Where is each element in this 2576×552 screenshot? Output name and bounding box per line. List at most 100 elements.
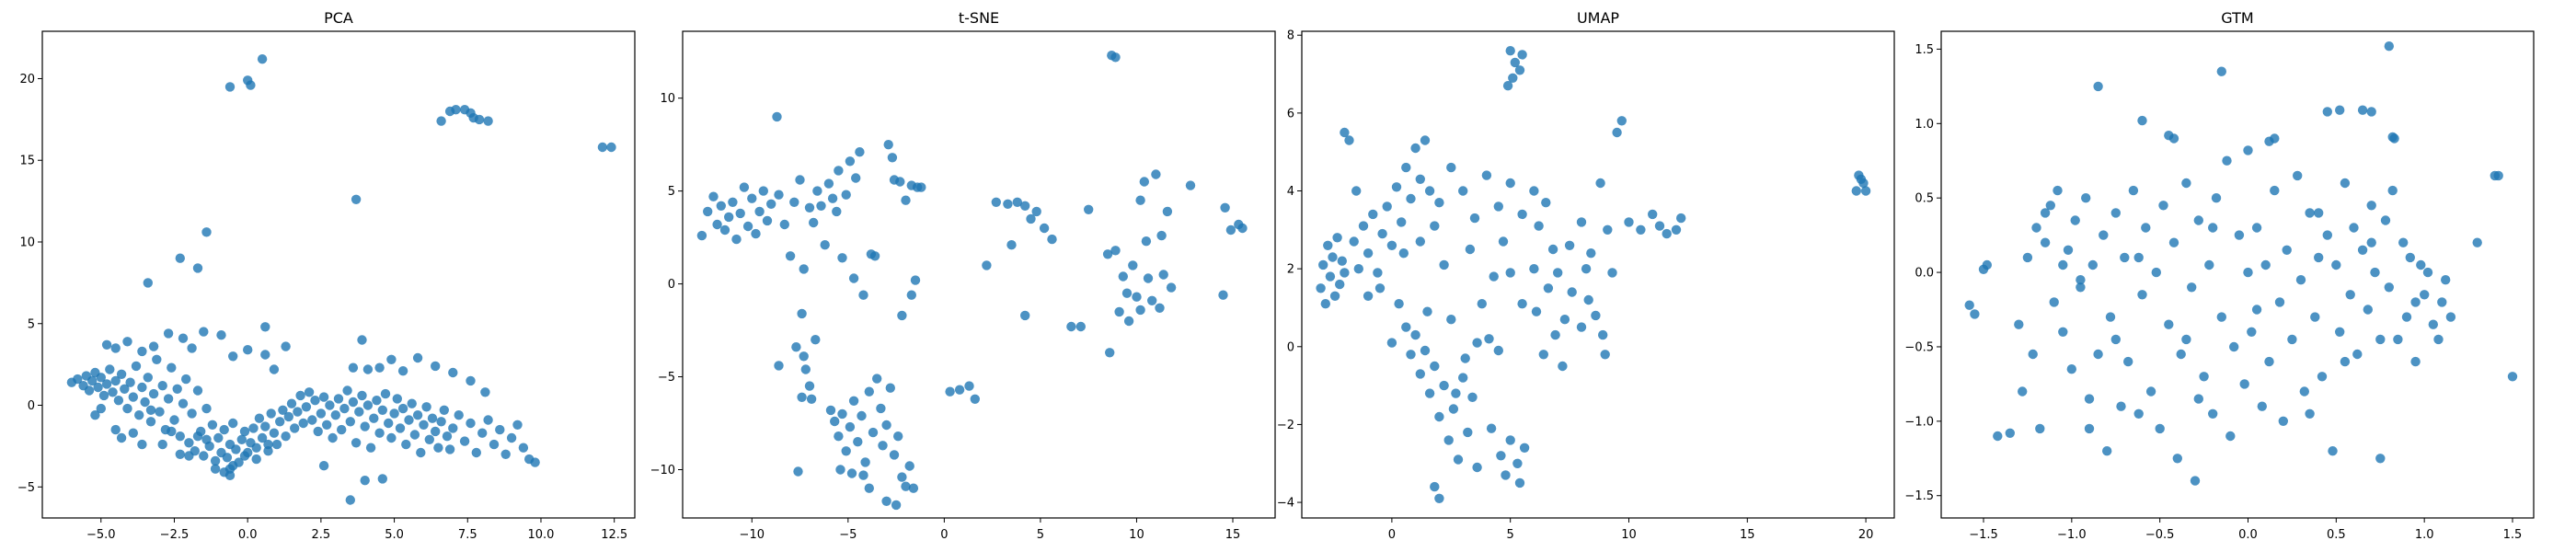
- data-point: [248, 423, 259, 433]
- data-point: [1102, 249, 1113, 259]
- data-point: [855, 147, 865, 157]
- data-point: [137, 346, 147, 357]
- data-point: [789, 197, 799, 207]
- data-point: [163, 328, 174, 339]
- data-point: [2229, 341, 2239, 352]
- data-point: [791, 342, 801, 352]
- data-point: [1434, 198, 1444, 208]
- data-point: [910, 275, 921, 285]
- data-point: [1139, 177, 1150, 187]
- data-point: [96, 403, 107, 414]
- y-tick-label: 0.0: [1915, 267, 1934, 281]
- data-point: [2168, 237, 2179, 247]
- x-tick-label: 5: [1507, 528, 1514, 542]
- data-point: [251, 443, 261, 453]
- data-point: [1329, 291, 1340, 301]
- data-point: [2401, 312, 2412, 322]
- axes-frame: [682, 30, 1276, 519]
- data-point: [804, 202, 815, 213]
- data-point: [1505, 435, 1515, 445]
- data-point: [169, 415, 179, 425]
- data-point: [436, 116, 446, 126]
- data-point: [2058, 327, 2068, 337]
- data-point: [2031, 223, 2041, 233]
- data-point: [325, 400, 335, 410]
- data-point: [199, 451, 209, 461]
- data-point: [834, 166, 844, 176]
- data-point: [827, 193, 838, 203]
- data-point: [201, 403, 212, 414]
- data-point: [751, 228, 761, 239]
- data-point: [1424, 186, 1435, 196]
- data-point: [1493, 201, 1504, 212]
- data-point: [991, 197, 1002, 207]
- data-point: [143, 373, 153, 383]
- data-point: [2243, 267, 2253, 278]
- data-point: [310, 396, 320, 406]
- data-point: [2099, 230, 2109, 240]
- data-point: [96, 373, 107, 383]
- data-point: [178, 333, 189, 343]
- data-point: [201, 227, 212, 237]
- data-point: [2216, 312, 2226, 322]
- data-point: [1430, 481, 1440, 492]
- data-point: [2247, 327, 2257, 337]
- data-point: [889, 450, 900, 460]
- y-tick-label: 4: [1287, 185, 1294, 199]
- data-point: [351, 194, 362, 204]
- data-point: [830, 416, 840, 427]
- data-point: [1612, 127, 1622, 138]
- x-tick-label: 7.5: [458, 528, 477, 542]
- data-point: [395, 423, 406, 433]
- data-point: [845, 421, 856, 432]
- x-tick-label: 10.0: [528, 528, 555, 542]
- data-point: [295, 390, 305, 401]
- data-point: [172, 384, 182, 394]
- data-point: [2222, 155, 2232, 166]
- x-tick-label: 20: [1858, 528, 1874, 542]
- x-tick-label: 15: [1740, 528, 1755, 542]
- data-point: [266, 408, 276, 419]
- data-point: [2128, 185, 2139, 196]
- data-point: [2357, 105, 2368, 115]
- data-point: [864, 386, 874, 397]
- data-point: [806, 394, 817, 404]
- data-point: [281, 431, 291, 442]
- data-point: [339, 403, 350, 414]
- data-point: [145, 417, 156, 427]
- data-point: [2507, 372, 2518, 382]
- x-tick-label: 0.0: [2238, 528, 2258, 542]
- data-point: [2176, 349, 2186, 360]
- data-point: [837, 408, 847, 420]
- data-point: [728, 197, 738, 207]
- x-tick-label: −1.0: [2057, 528, 2087, 542]
- data-point: [1517, 299, 1527, 309]
- data-point: [2239, 379, 2249, 389]
- data-point: [459, 436, 470, 446]
- data-point: [2384, 282, 2394, 293]
- data-point: [2193, 394, 2203, 404]
- data-point: [1648, 209, 1658, 220]
- data-point: [1066, 321, 1076, 332]
- data-point: [1047, 234, 1057, 245]
- x-tick-label: −10: [740, 528, 765, 542]
- data-point: [1185, 180, 1196, 190]
- data-point: [1529, 264, 1539, 274]
- data-point: [799, 264, 809, 274]
- data-point: [2357, 245, 2368, 255]
- data-point: [762, 215, 773, 226]
- data-point: [143, 278, 153, 288]
- data-point: [1358, 221, 1369, 231]
- data-point: [2035, 423, 2045, 434]
- x-tick-label: 0.5: [2327, 528, 2346, 542]
- data-point: [1851, 186, 1862, 196]
- axes-ticks: −10 −5 0 5 10 15 −10 −5 0 5 10: [650, 92, 1241, 542]
- data-point: [362, 364, 374, 374]
- data-point: [716, 201, 726, 211]
- data-point: [231, 444, 241, 454]
- plot-area: [66, 53, 616, 505]
- data-point: [293, 407, 303, 417]
- data-point: [906, 290, 916, 300]
- data-point: [128, 428, 138, 438]
- data-point: [2293, 170, 2303, 181]
